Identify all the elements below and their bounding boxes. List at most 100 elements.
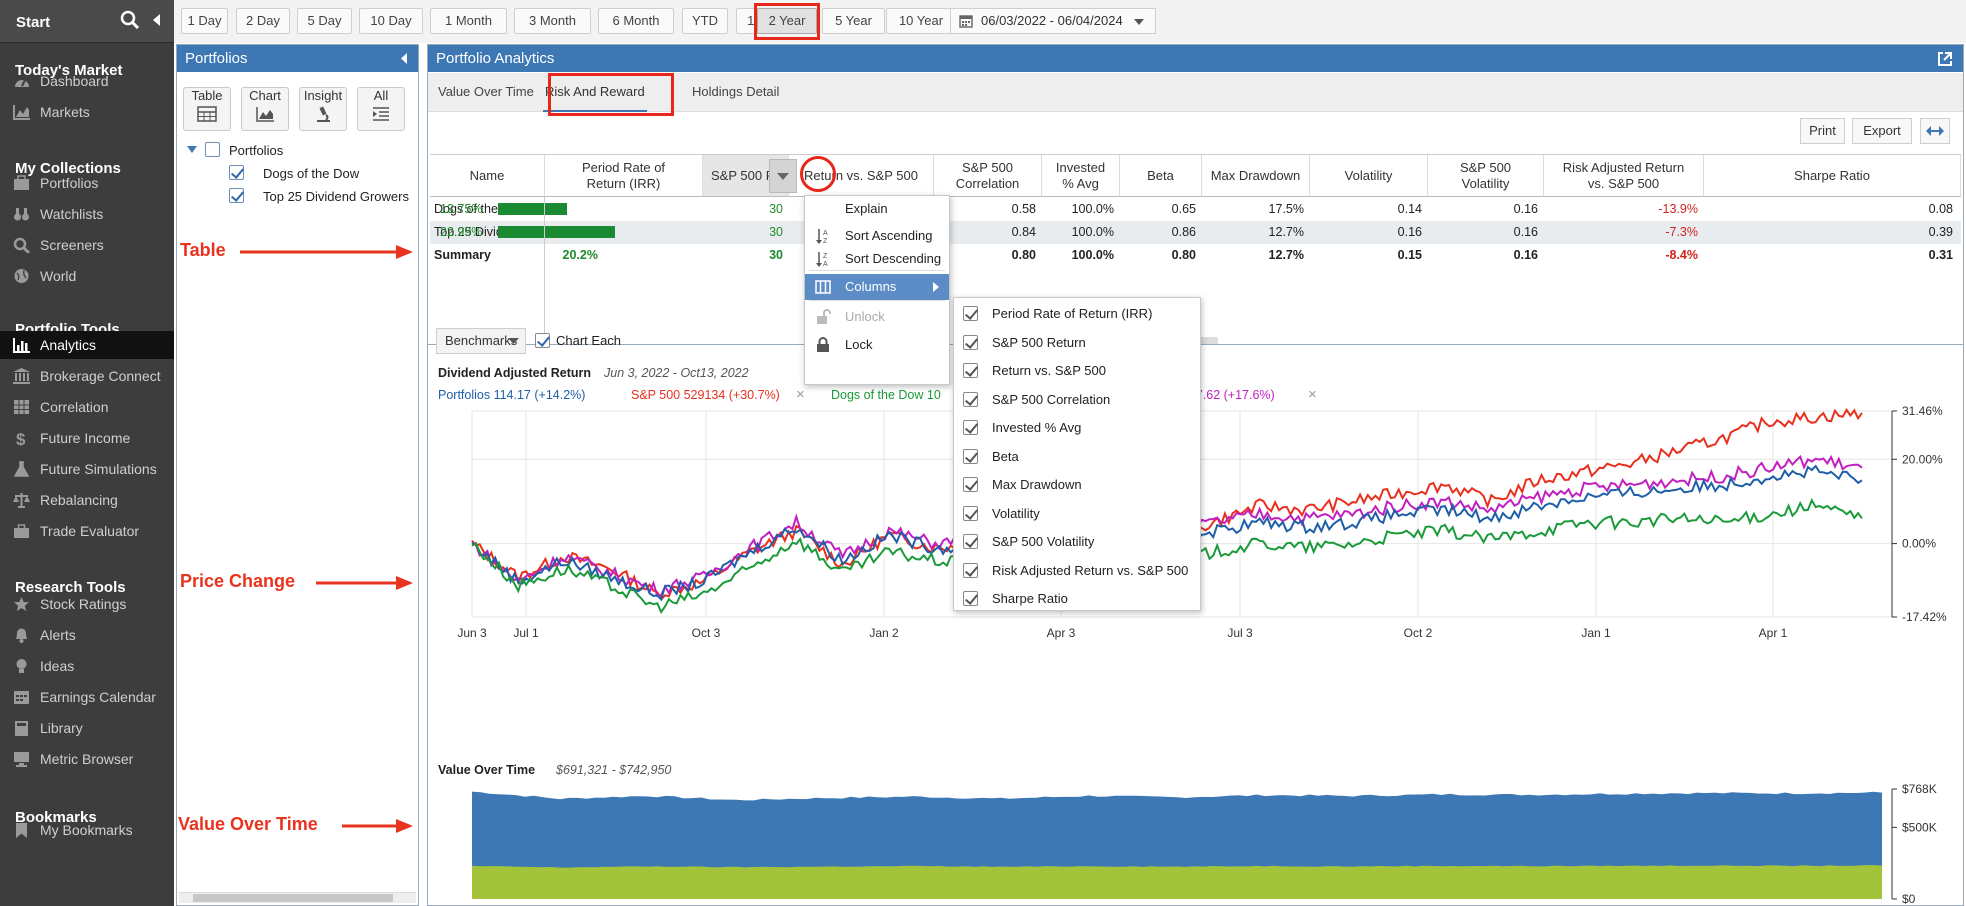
sidebar-item-future-income[interactable]: $ Future Income [0, 424, 174, 452]
print-button[interactable]: Print [1800, 118, 1845, 144]
period-3-month-button[interactable]: 3 Month [514, 8, 591, 34]
tab-value-over-time[interactable]: Value Over Time [438, 84, 534, 99]
sidebar-item-world[interactable]: World [0, 262, 174, 290]
view-insight-button[interactable]: Insight [299, 87, 347, 131]
view-all-button[interactable]: All [357, 87, 405, 131]
view-chart-button[interactable]: Chart [241, 87, 289, 131]
top-25-dividend-growers-checkbox[interactable] [229, 188, 244, 203]
collapse-sidebar-icon[interactable] [150, 12, 162, 28]
period-6-month-button[interactable]: 6 Month [598, 8, 674, 34]
tree-item-dogs-of-the-dow[interactable]: Dogs of the Dow [263, 166, 360, 181]
search-icon[interactable] [120, 10, 140, 30]
column-toggle-sharpe-ratio[interactable]: Sharpe Ratio [954, 585, 1200, 613]
column-toggle-checkbox[interactable] [963, 363, 978, 378]
column-toggle-s-p-500-correlation[interactable]: S&P 500 Correlation [954, 386, 1200, 414]
column-toggle-checkbox[interactable] [963, 534, 978, 549]
sidebar-item-ideas[interactable]: Ideas [0, 652, 174, 680]
column-toggle-invested-avg[interactable]: Invested % Avg [954, 414, 1200, 442]
column-header-sharpe-ratio[interactable]: Sharpe Ratio [1704, 155, 1961, 197]
column-header-volatility[interactable]: Volatility [1310, 155, 1428, 197]
sidebar-item-future-simulations[interactable]: Future Simulations [0, 455, 174, 483]
sidebar-item-metric-browser[interactable]: Metric Browser [0, 745, 174, 773]
horizontal-scrollbar[interactable] [179, 892, 416, 903]
menu-unlock[interactable]: Unlock [805, 304, 949, 330]
period-10-day-button[interactable]: 10 Day [359, 8, 423, 34]
column-toggle-checkbox[interactable] [963, 591, 978, 606]
column-toggle-checkbox[interactable] [963, 420, 978, 435]
column-header-invested-avg[interactable]: Invested % Avg [1042, 155, 1120, 197]
sidebar-item-dashboard[interactable]: Dashboard [0, 67, 174, 95]
sidebar-item-correlation[interactable]: Correlation [0, 393, 174, 421]
table-row[interactable]: Dogs of the Dow13.75%30-17.0%0.58100.0%0… [430, 198, 1961, 221]
column-toggle-risk-adjusted-return-vs-s-p-500[interactable]: Risk Adjusted Return vs. S&P 500 [954, 557, 1200, 585]
period-2-year-button[interactable]: 2 Year [757, 8, 817, 34]
sidebar-item-alerts[interactable]: Alerts [0, 621, 174, 649]
sidebar-item-brokerage-connect[interactable]: Brokerage Connect [0, 362, 174, 390]
chart-each-checkbox[interactable] [535, 333, 550, 348]
column-toggle-checkbox[interactable] [963, 334, 978, 350]
column-header-period-rate-of-return-irr[interactable]: Period Rate of Return (IRR) [545, 155, 703, 197]
column-toggle-volatility[interactable]: Volatility [954, 500, 1200, 528]
column-toggle-checkbox[interactable] [963, 448, 978, 464]
column-header-name[interactable]: Name [430, 155, 545, 197]
tree-expand-icon[interactable] [187, 146, 197, 154]
sidebar-item-library[interactable]: Library [0, 714, 174, 742]
tree-root-label[interactable]: Portfolios [229, 143, 284, 158]
sidebar-item-portfolios[interactable]: Portfolios [0, 169, 174, 197]
sidebar-item-my-bookmarks[interactable]: My Bookmarks [0, 816, 174, 844]
sidebar-item-screeners[interactable]: Screeners [0, 231, 174, 259]
chart-each-label[interactable]: Chart Each [556, 333, 622, 348]
export-button[interactable]: Export [1852, 118, 1912, 144]
sidebar-item-markets[interactable]: Markets [0, 98, 174, 126]
start-label[interactable]: Start [16, 14, 51, 31]
menu-explain[interactable]: Explain [845, 201, 888, 216]
column-toggle-checkbox[interactable] [963, 391, 978, 407]
period-10-year-button[interactable]: 10 Year [886, 8, 956, 34]
column-dropdown-trigger[interactable] [769, 159, 797, 193]
column-toggle-checkbox[interactable] [963, 562, 978, 578]
legend-entry[interactable]: Portfolios 114.17 (+14.2%) [438, 388, 586, 402]
sidebar-item-rebalancing[interactable]: Rebalancing [0, 486, 174, 514]
column-header-max-drawdown[interactable]: Max Drawdown [1202, 155, 1310, 197]
column-header-return-vs-s-p-500[interactable]: Return vs. S&P 500 [789, 155, 934, 197]
period-1-month-button[interactable]: 1 Month [430, 8, 507, 34]
column-toggle-beta[interactable]: Beta [954, 443, 1200, 471]
table-row[interactable]: Summary20.2%30-10.5%0.80100.0%0.8012.7%0… [430, 244, 1961, 267]
menu-lock[interactable]: Lock [805, 332, 949, 358]
sidebar-item-trade-evaluator[interactable]: Trade Evaluator [0, 517, 174, 545]
column-toggle-s-p-500-return[interactable]: S&P 500 Return [954, 329, 1200, 357]
view-table-button[interactable]: Table [183, 87, 231, 131]
menu-columns[interactable]: Columns [805, 274, 949, 300]
tree-item-top-25-dividend-growers[interactable]: Top 25 Dividend Growers [263, 189, 409, 204]
tab-holdings-detail[interactable]: Holdings Detail [692, 84, 780, 99]
table-scrollbar[interactable] [1190, 337, 1218, 345]
period-5-day-button[interactable]: 5 Day [297, 8, 352, 34]
benchmarks-dropdown[interactable]: Benchmarks [436, 328, 526, 354]
period-1-day-button[interactable]: 1 Day [181, 8, 228, 34]
collapse-panel-icon[interactable] [400, 53, 408, 64]
date-range-picker[interactable]: 06/03/2022 - 06/04/2024 [950, 8, 1156, 34]
dogs-of-the-dow-checkbox[interactable] [229, 165, 244, 180]
tab-risk-and-reward[interactable]: Risk And Reward [543, 73, 647, 112]
sidebar-item-watchlists[interactable]: Watchlists [0, 200, 174, 228]
legend-remove-icon[interactable]: × [796, 386, 805, 403]
legend-entry[interactable]: S&P 500 529134 (+30.7%) [631, 388, 780, 402]
portfolios-root-checkbox[interactable] [205, 142, 220, 157]
column-toggle-max-drawdown[interactable]: Max Drawdown [954, 471, 1200, 499]
column-toggle-s-p-500-volatility[interactable]: S&P 500 Volatility [954, 528, 1200, 556]
period-5-year-button[interactable]: 5 Year [822, 8, 885, 34]
legend-remove-icon[interactable]: × [1308, 386, 1317, 403]
popout-icon[interactable] [1937, 51, 1953, 67]
column-header-s-p-500-correlation[interactable]: S&P 500 Correlation [934, 155, 1042, 197]
column-header-risk-adjusted-return-vs-s-p-500[interactable]: Risk Adjusted Return vs. S&P 500 [1544, 155, 1704, 197]
column-toggle-checkbox[interactable] [963, 477, 978, 492]
sidebar-item-earnings-calendar[interactable]: Earnings Calendar [0, 683, 174, 711]
table-row[interactable]: Top 25 Dividen…22.99%30-7.7%0.84100.0%0.… [430, 221, 1961, 244]
sidebar-item-analytics[interactable]: Analytics [0, 331, 174, 359]
column-toggle-return-vs-s-p-500[interactable]: Return vs. S&P 500 [954, 357, 1200, 385]
column-header-beta[interactable]: Beta [1120, 155, 1202, 197]
column-toggle-period-rate-of-return-irr[interactable]: Period Rate of Return (IRR) [954, 300, 1200, 328]
period-ytd-button[interactable]: YTD [682, 8, 728, 34]
